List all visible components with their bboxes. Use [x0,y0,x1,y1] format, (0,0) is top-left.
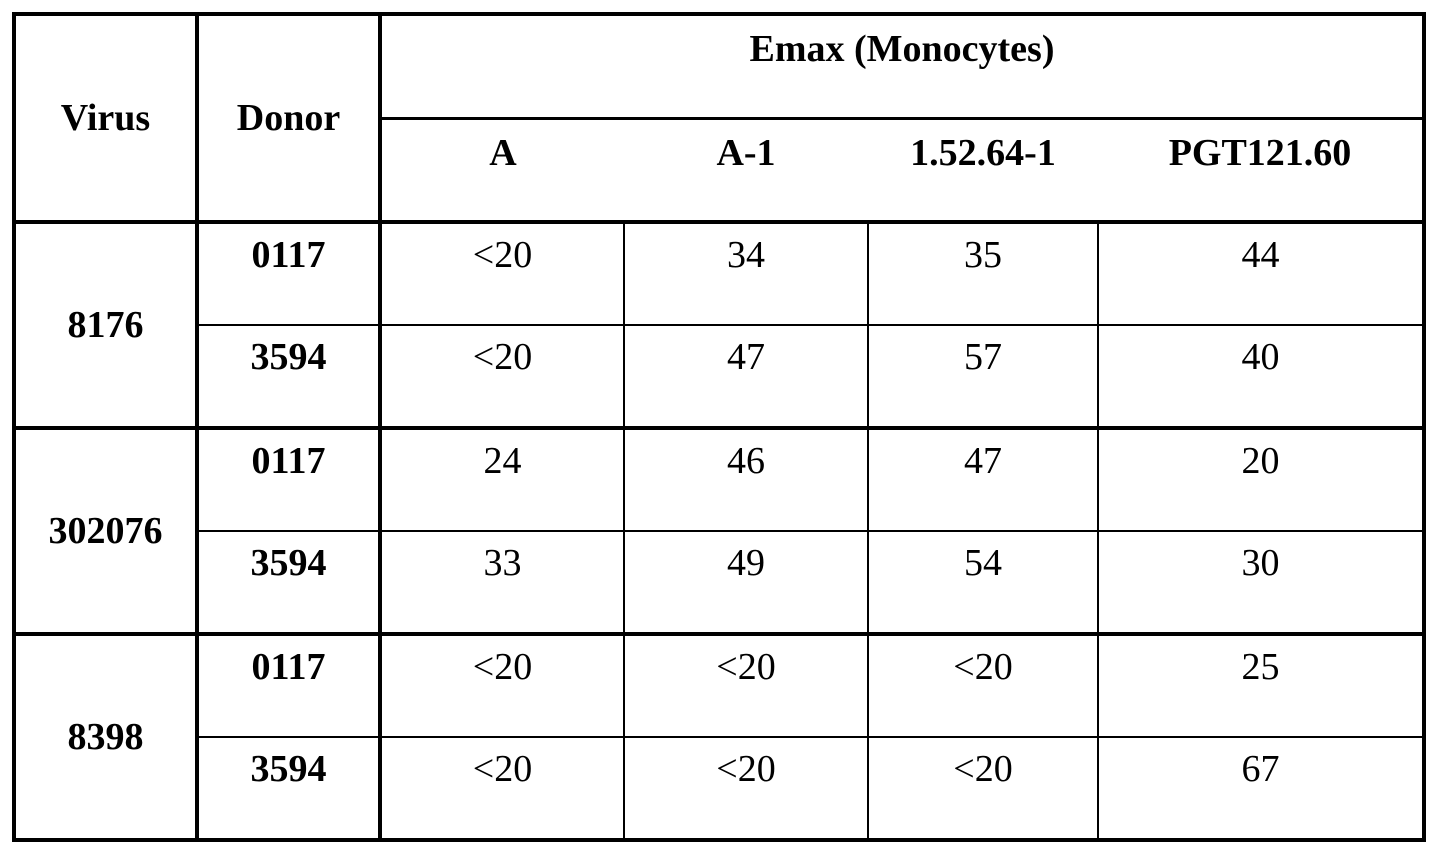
value-cell: 67 [1098,737,1424,840]
donor-cell: 3594 [197,737,380,840]
table-row: 83980117<20<20<2025 [14,634,1424,737]
header-col-a: A [380,119,624,223]
value-cell: <20 [380,737,624,840]
value-cell: <20 [380,634,624,737]
value-cell: <20 [624,634,868,737]
donor-cell: 3594 [197,325,380,428]
virus-cell: 8176 [14,222,197,428]
table-row: 81760117<20343544 [14,222,1424,325]
header-emax-group: Emax (Monocytes) [380,14,1424,119]
value-cell: <20 [380,325,624,428]
value-cell: 40 [1098,325,1424,428]
value-cell: <20 [868,737,1098,840]
value-cell: 34 [624,222,868,325]
value-cell: 24 [380,428,624,531]
donor-cell: 0117 [197,222,380,325]
emax-table: Virus Donor Emax (Monocytes) A A-1 1.52.… [12,12,1426,842]
value-cell: 49 [624,531,868,634]
donor-cell: 0117 [197,634,380,737]
value-cell: <20 [380,222,624,325]
donor-cell: 0117 [197,428,380,531]
value-cell: 54 [868,531,1098,634]
table-row: 3594<20<20<2067 [14,737,1424,840]
value-cell: 25 [1098,634,1424,737]
value-cell: 46 [624,428,868,531]
virus-cell: 302076 [14,428,197,634]
value-cell: <20 [624,737,868,840]
virus-cell: 8398 [14,634,197,840]
value-cell: 47 [624,325,868,428]
donor-cell: 3594 [197,531,380,634]
header-col-1.52.64-1: 1.52.64-1 [868,119,1098,223]
value-cell: <20 [868,634,1098,737]
header-col-a-1: A-1 [624,119,868,223]
value-cell: 57 [868,325,1098,428]
header-donor: Donor [197,14,380,222]
header-virus: Virus [14,14,197,222]
value-cell: 33 [380,531,624,634]
value-cell: 44 [1098,222,1424,325]
value-cell: 35 [868,222,1098,325]
header-col-pgt121.60: PGT121.60 [1098,119,1424,223]
table-row: 3594<20475740 [14,325,1424,428]
value-cell: 30 [1098,531,1424,634]
value-cell: 20 [1098,428,1424,531]
table-row: 302076011724464720 [14,428,1424,531]
table-row: 359433495430 [14,531,1424,634]
value-cell: 47 [868,428,1098,531]
